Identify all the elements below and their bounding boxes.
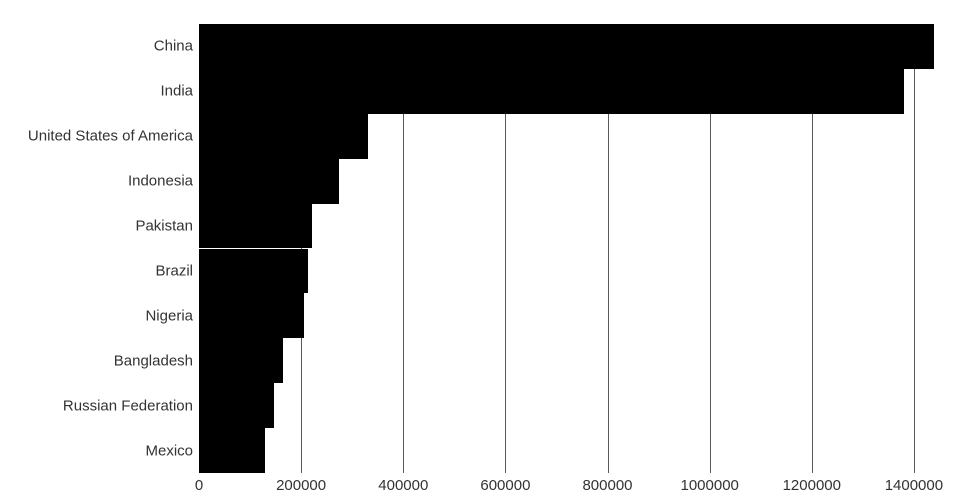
gridline-x-800000 (607, 24, 609, 473)
y-tick-label: Bangladesh (113, 352, 193, 370)
bar-brazil (199, 248, 308, 294)
y-tick-label: United States of America (27, 127, 193, 145)
bar-nigeria (199, 293, 305, 339)
y-tick-label: Brazil (155, 262, 193, 280)
y-axis-labels: China India United States of America Indone… (0, 24, 193, 473)
bar-indonesia (199, 158, 339, 204)
bar-russian-federation (199, 383, 274, 429)
y-tick-label: Mexico (145, 442, 193, 460)
gridline-x-1000000 (709, 24, 711, 473)
x-axis-labels: 0 200000 400000 600000 800000 1000000 1200000 1… (195, 477, 944, 497)
y-tick-label: Indonesia (127, 172, 193, 190)
y-tick-label: Russian Federation (62, 397, 193, 415)
bar-china (199, 24, 934, 69)
x-tick-label: 1400000 (884, 477, 944, 494)
y-tick-label: China (153, 37, 193, 55)
gridline-x-600000 (505, 24, 507, 473)
bar-bangladesh (199, 338, 284, 384)
y-tick-label: Pakistan (135, 217, 193, 235)
plot-area (199, 24, 941, 473)
bar-pakistan (199, 203, 312, 249)
y-tick-label: India (160, 82, 193, 100)
bar-india (199, 68, 904, 114)
gridline-x-1200000 (811, 24, 813, 473)
x-tick-label: 800000 (582, 477, 633, 494)
x-tick-label: 400000 (378, 477, 429, 494)
x-tick-label: 0 (194, 477, 204, 494)
gridline-x-1400000 (913, 24, 915, 473)
x-tick-label: 1200000 (782, 477, 841, 494)
bar-united-states-of-america (199, 113, 368, 159)
bar-mexico (199, 428, 265, 473)
x-tick-label: 1000000 (680, 477, 739, 494)
y-tick-label: Nigeria (145, 307, 193, 325)
gridline-x-400000 (403, 24, 405, 473)
x-tick-label: 200000 (276, 477, 327, 494)
x-tick-label: 600000 (480, 477, 531, 494)
